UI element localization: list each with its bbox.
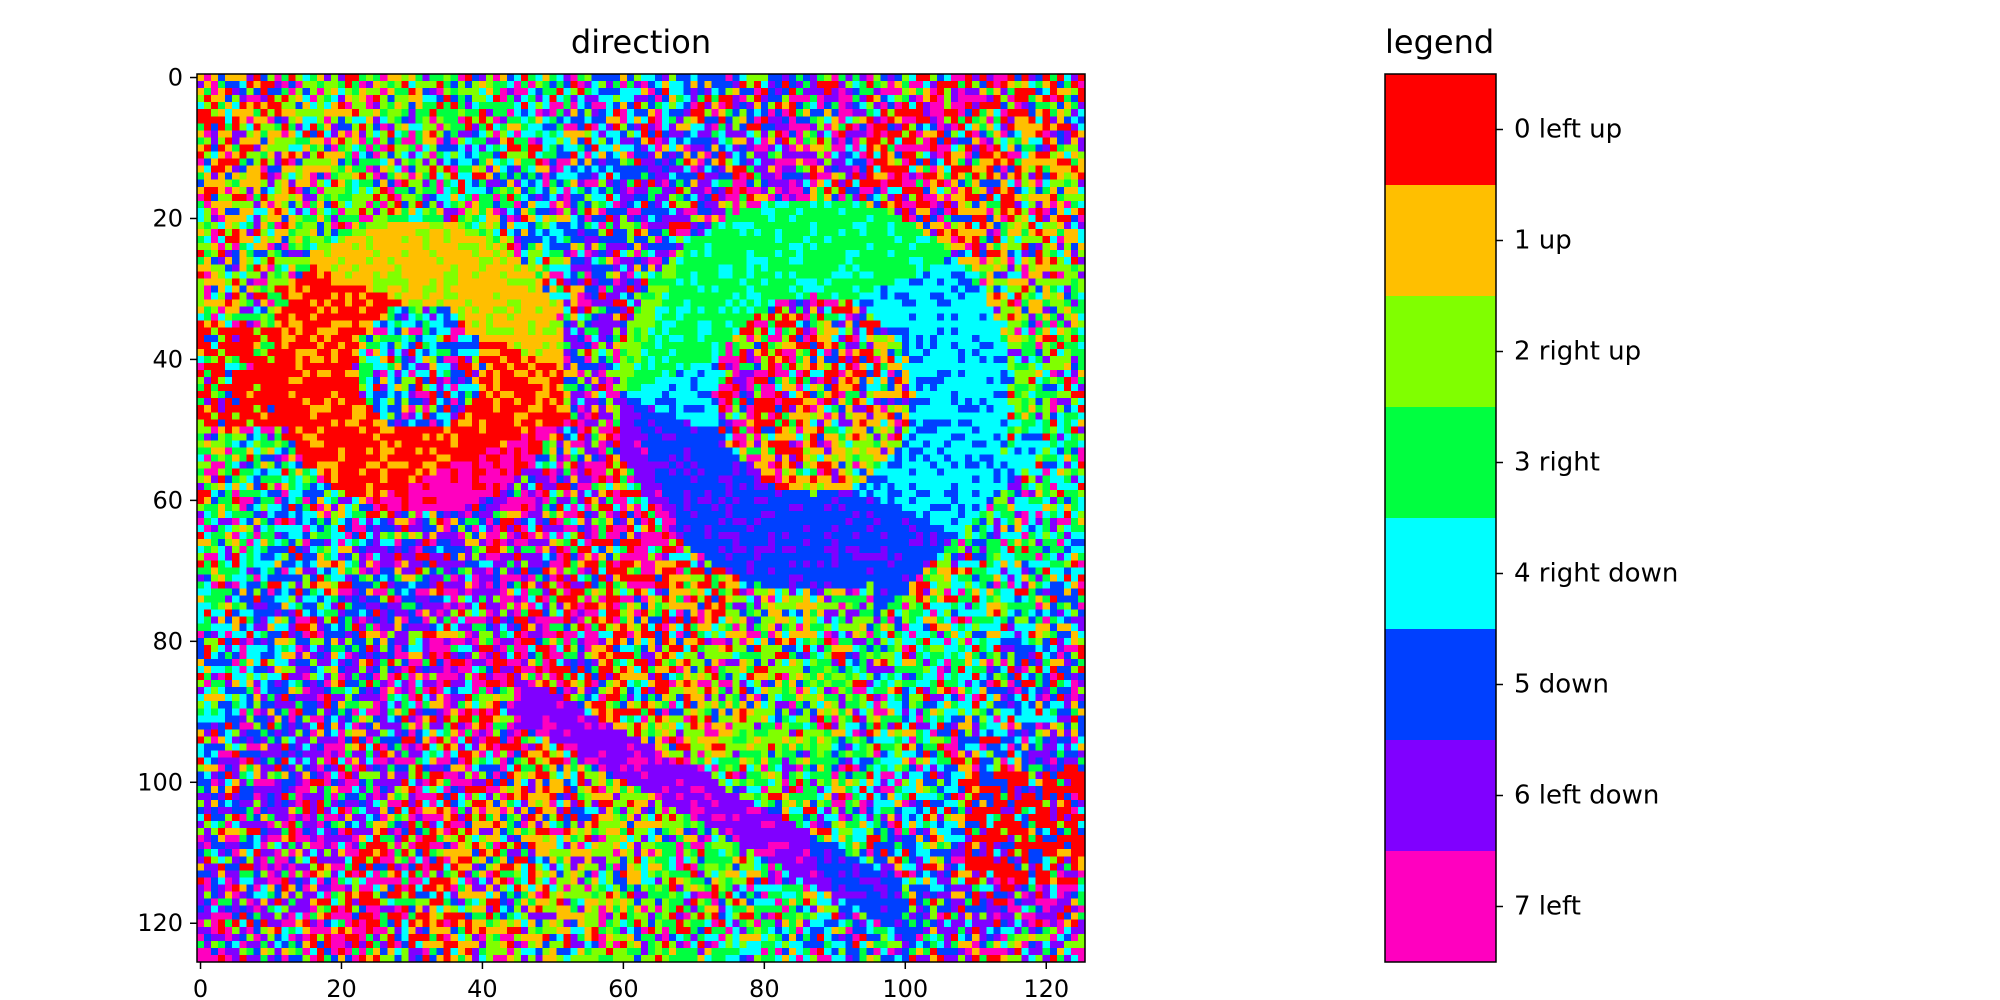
heatmap-image (197, 74, 1085, 962)
y-axis: 0 20 40 60 80 100 120 (137, 64, 197, 937)
legend-label: 1 up (1514, 226, 1572, 256)
x-tick-label: 40 (467, 975, 498, 1000)
legend-label: 7 left (1514, 892, 1581, 922)
legend-swatch (1385, 740, 1496, 852)
legend-swatch (1385, 407, 1496, 519)
x-tick-label: 80 (749, 975, 780, 1000)
y-tick-label: 80 (152, 627, 183, 655)
legend-swatch (1385, 74, 1496, 186)
x-axis: 0 20 40 60 80 100 120 (193, 962, 1069, 1000)
legend: 0 left up 1 up 2 right up 3 right 4 right do… (1385, 74, 1678, 963)
legend-label: 3 right (1514, 448, 1600, 478)
x-tick-label: 60 (608, 975, 639, 1000)
y-tick-label: 120 (137, 909, 183, 937)
legend-swatch (1385, 518, 1496, 630)
plot-frame (196, 73, 1086, 963)
legend-swatch (1385, 629, 1496, 741)
legend-swatch (1385, 185, 1496, 297)
x-tick-label: 100 (882, 975, 928, 1000)
y-tick-label: 100 (137, 768, 183, 796)
legend-swatch (1385, 851, 1496, 963)
y-tick-label: 0 (168, 64, 183, 92)
y-tick-label: 40 (152, 345, 183, 373)
y-tick-label: 20 (152, 204, 183, 232)
legend-label: 0 left up (1514, 115, 1622, 145)
legend-label: 2 right up (1514, 337, 1641, 367)
legend-title: legend (1385, 23, 1494, 61)
y-tick-label: 60 (152, 486, 183, 514)
legend-label: 5 down (1514, 670, 1609, 700)
legend-label: 4 right down (1514, 559, 1678, 589)
chart-title: direction (571, 23, 711, 61)
x-tick-label: 120 (1023, 975, 1069, 1000)
legend-label: 6 left down (1514, 781, 1659, 811)
legend-swatch (1385, 296, 1496, 408)
x-tick-label: 0 (193, 975, 208, 1000)
legend-frame (1384, 73, 1497, 963)
x-tick-label: 20 (326, 975, 357, 1000)
